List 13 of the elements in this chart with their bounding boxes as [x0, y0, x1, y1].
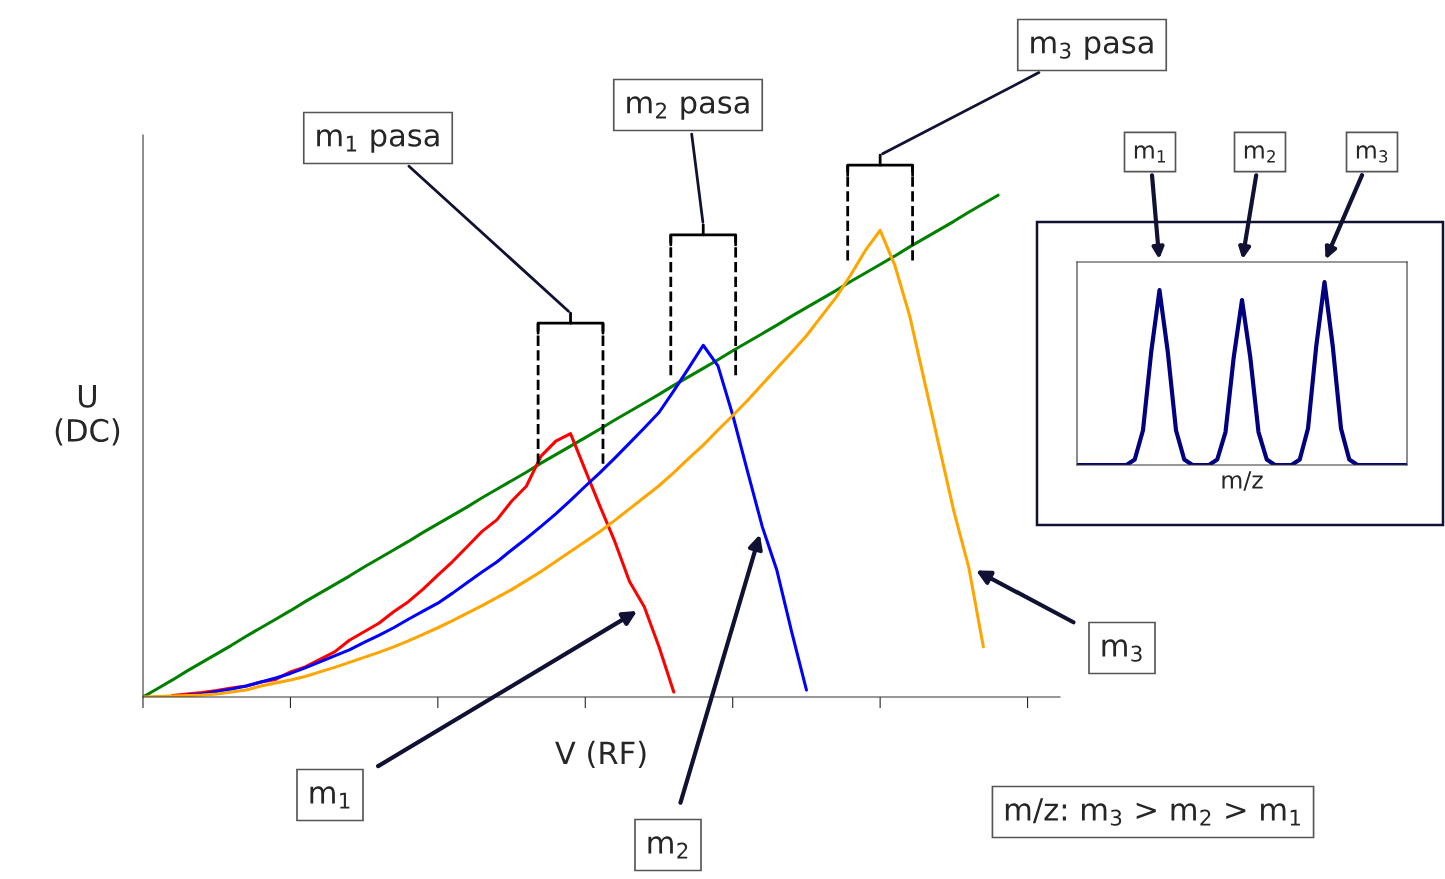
x-axis-title: V (RF) — [555, 740, 646, 768]
text: m/z: m$_{3}$ > m$_{2}$ > m$_{1}$ — [1005, 798, 1300, 826]
text: m$_{3}$ pasa — [1031, 36, 1153, 60]
text: m$_{1}$ pasa — [317, 129, 439, 153]
y-axis-title: U (DC) — [55, 385, 120, 446]
x-axis-title: m/z — [1222, 471, 1263, 491]
text: m$_{2}$ — [1244, 145, 1275, 163]
text: m$_{3}$ — [1356, 145, 1388, 163]
text: m$_{3}$ — [1102, 639, 1142, 662]
text: m$_{1}$ — [1134, 145, 1165, 163]
text: m$_{2}$ — [648, 836, 688, 859]
text: m$_{2}$ pasa — [627, 96, 749, 120]
text: m$_{1}$ — [310, 786, 350, 809]
